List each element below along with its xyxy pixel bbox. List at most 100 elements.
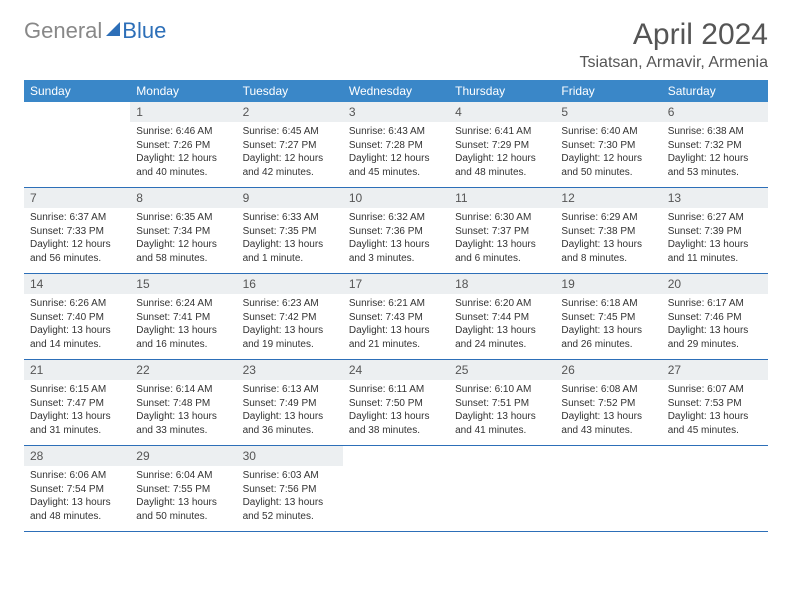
- day-number: 8: [130, 188, 236, 208]
- day-details: Sunrise: 6:07 AMSunset: 7:53 PMDaylight:…: [662, 380, 768, 445]
- daylight-line: Daylight: 13 hours and 19 minutes.: [243, 324, 337, 351]
- sunset-line: Sunset: 7:27 PM: [243, 139, 337, 153]
- sunset-line: Sunset: 7:38 PM: [561, 225, 655, 239]
- day-number: 13: [662, 188, 768, 208]
- sunrise-line: Sunrise: 6:13 AM: [243, 383, 337, 397]
- sunrise-line: Sunrise: 6:30 AM: [455, 211, 549, 225]
- calendar-day-cell: 16Sunrise: 6:23 AMSunset: 7:42 PMDayligh…: [237, 274, 343, 360]
- sunrise-line: Sunrise: 6:08 AM: [561, 383, 655, 397]
- daylight-line: Daylight: 13 hours and 31 minutes.: [30, 410, 124, 437]
- sunrise-line: Sunrise: 6:18 AM: [561, 297, 655, 311]
- daylight-line: Daylight: 13 hours and 26 minutes.: [561, 324, 655, 351]
- weekday-header-row: SundayMondayTuesdayWednesdayThursdayFrid…: [24, 80, 768, 102]
- daylight-line: Daylight: 13 hours and 14 minutes.: [30, 324, 124, 351]
- day-details: Sunrise: 6:40 AMSunset: 7:30 PMDaylight:…: [555, 122, 661, 187]
- day-number: 21: [24, 360, 130, 380]
- daylight-line: Daylight: 13 hours and 36 minutes.: [243, 410, 337, 437]
- day-number: 1: [130, 102, 236, 122]
- day-number: 9: [237, 188, 343, 208]
- logo-text-2: Blue: [122, 18, 166, 44]
- calendar-day-cell: 20Sunrise: 6:17 AMSunset: 7:46 PMDayligh…: [662, 274, 768, 360]
- sunrise-line: Sunrise: 6:26 AM: [30, 297, 124, 311]
- daylight-line: Daylight: 13 hours and 41 minutes.: [455, 410, 549, 437]
- day-number: 27: [662, 360, 768, 380]
- weekday-header: Monday: [130, 80, 236, 102]
- sunset-line: Sunset: 7:56 PM: [243, 483, 337, 497]
- logo: General Blue: [24, 18, 166, 44]
- day-number: 14: [24, 274, 130, 294]
- calendar-week-row: 1Sunrise: 6:46 AMSunset: 7:26 PMDaylight…: [24, 102, 768, 188]
- daylight-line: Daylight: 13 hours and 45 minutes.: [668, 410, 762, 437]
- calendar-day-cell: 2Sunrise: 6:45 AMSunset: 7:27 PMDaylight…: [237, 102, 343, 188]
- calendar-day-cell: 14 Sunrise: 6:26 AMSunset: 7:40 PMDayligh…: [24, 274, 130, 360]
- sunset-line: Sunset: 7:48 PM: [136, 397, 230, 411]
- daylight-line: Daylight: 13 hours and 11 minutes.: [668, 238, 762, 265]
- sunset-line: Sunset: 7:50 PM: [349, 397, 443, 411]
- sunset-line: Sunset: 7:35 PM: [243, 225, 337, 239]
- day-details: Sunrise: 6:43 AMSunset: 7:28 PMDaylight:…: [343, 122, 449, 187]
- day-details: Sunrise: 6:20 AMSunset: 7:44 PMDaylight:…: [449, 294, 555, 359]
- daylight-line: Daylight: 13 hours and 3 minutes.: [349, 238, 443, 265]
- sunset-line: Sunset: 7:40 PM: [30, 311, 124, 325]
- calendar-day-cell: 7Sunrise: 6:37 AMSunset: 7:33 PMDaylight…: [24, 188, 130, 274]
- sunrise-line: Sunrise: 6:32 AM: [349, 211, 443, 225]
- day-number: 7: [24, 188, 130, 208]
- sunrise-line: Sunrise: 6:37 AM: [30, 211, 124, 225]
- day-number: 28: [24, 446, 130, 466]
- day-details: Sunrise: 6:11 AMSunset: 7:50 PMDaylight:…: [343, 380, 449, 445]
- sunset-line: Sunset: 7:54 PM: [30, 483, 124, 497]
- day-details: Sunrise: 6:10 AMSunset: 7:51 PMDaylight:…: [449, 380, 555, 445]
- calendar-day-cell: 17Sunrise: 6:21 AMSunset: 7:43 PMDayligh…: [343, 274, 449, 360]
- calendar-day-cell: 10Sunrise: 6:32 AMSunset: 7:36 PMDayligh…: [343, 188, 449, 274]
- sunset-line: Sunset: 7:42 PM: [243, 311, 337, 325]
- sunrise-line: Sunrise: 6:38 AM: [668, 125, 762, 139]
- day-number: 5: [555, 102, 661, 122]
- day-details: Sunrise: 6:13 AMSunset: 7:49 PMDaylight:…: [237, 380, 343, 445]
- calendar-day-cell: [24, 102, 130, 188]
- sunset-line: Sunset: 7:45 PM: [561, 311, 655, 325]
- weekday-header: Saturday: [662, 80, 768, 102]
- calendar-day-cell: 26Sunrise: 6:08 AMSunset: 7:52 PMDayligh…: [555, 360, 661, 446]
- daylight-line: Daylight: 13 hours and 48 minutes.: [30, 496, 124, 523]
- sunset-line: Sunset: 7:37 PM: [455, 225, 549, 239]
- day-number: 29: [130, 446, 236, 466]
- sunset-line: Sunset: 7:46 PM: [668, 311, 762, 325]
- daylight-line: Daylight: 13 hours and 6 minutes.: [455, 238, 549, 265]
- day-number: 12: [555, 188, 661, 208]
- calendar-day-cell: 25Sunrise: 6:10 AMSunset: 7:51 PMDayligh…: [449, 360, 555, 446]
- day-number: 4: [449, 102, 555, 122]
- sunset-line: Sunset: 7:51 PM: [455, 397, 549, 411]
- calendar-day-cell: 22Sunrise: 6:14 AMSunset: 7:48 PMDayligh…: [130, 360, 236, 446]
- day-details: Sunrise: 6:14 AMSunset: 7:48 PMDaylight:…: [130, 380, 236, 445]
- logo-triangle-icon: [106, 22, 120, 36]
- sunrise-line: Sunrise: 6:41 AM: [455, 125, 549, 139]
- daylight-line: Daylight: 12 hours and 45 minutes.: [349, 152, 443, 179]
- daylight-line: Daylight: 13 hours and 8 minutes.: [561, 238, 655, 265]
- daylight-line: Daylight: 13 hours and 21 minutes.: [349, 324, 443, 351]
- title-block: April 2024 Tsiatsan, Armavir, Armenia: [579, 18, 768, 72]
- day-number: 22: [130, 360, 236, 380]
- daylight-line: Daylight: 13 hours and 16 minutes.: [136, 324, 230, 351]
- day-number: 2: [237, 102, 343, 122]
- day-details: Sunrise: 6:37 AMSunset: 7:33 PMDaylight:…: [24, 208, 130, 273]
- location: Tsiatsan, Armavir, Armenia: [579, 54, 768, 72]
- day-details: Sunrise: 6:45 AMSunset: 7:27 PMDaylight:…: [237, 122, 343, 187]
- daylight-line: Daylight: 12 hours and 48 minutes.: [455, 152, 549, 179]
- day-number: 10: [343, 188, 449, 208]
- day-number: 3: [343, 102, 449, 122]
- calendar-day-cell: 5Sunrise: 6:40 AMSunset: 7:30 PMDaylight…: [555, 102, 661, 188]
- day-details: Sunrise: 6:15 AMSunset: 7:47 PMDaylight:…: [24, 380, 130, 445]
- calendar-day-cell: 11Sunrise: 6:30 AMSunset: 7:37 PMDayligh…: [449, 188, 555, 274]
- daylight-line: Daylight: 13 hours and 50 minutes.: [136, 496, 230, 523]
- daylight-line: Daylight: 13 hours and 38 minutes.: [349, 410, 443, 437]
- daylight-line: Daylight: 13 hours and 1 minute.: [243, 238, 337, 265]
- month-title: April 2024: [579, 18, 768, 52]
- sunset-line: Sunset: 7:28 PM: [349, 139, 443, 153]
- calendar-week-row: 14Sunrise: 6:26 AMSunset: 7:40 PMDayligh…: [24, 274, 768, 360]
- sunrise-line: Sunrise: 6:40 AM: [561, 125, 655, 139]
- sunset-line: Sunset: 7:26 PM: [136, 139, 230, 153]
- day-details: Sunrise: 6:38 AMSunset: 7:32 PMDaylight:…: [662, 122, 768, 187]
- calendar-day-cell: [555, 446, 661, 532]
- calendar-day-cell: 8Sunrise: 6:35 AMSunset: 7:34 PMDaylight…: [130, 188, 236, 274]
- calendar-week-row: 7Sunrise: 6:37 AMSunset: 7:33 PMDaylight…: [24, 188, 768, 274]
